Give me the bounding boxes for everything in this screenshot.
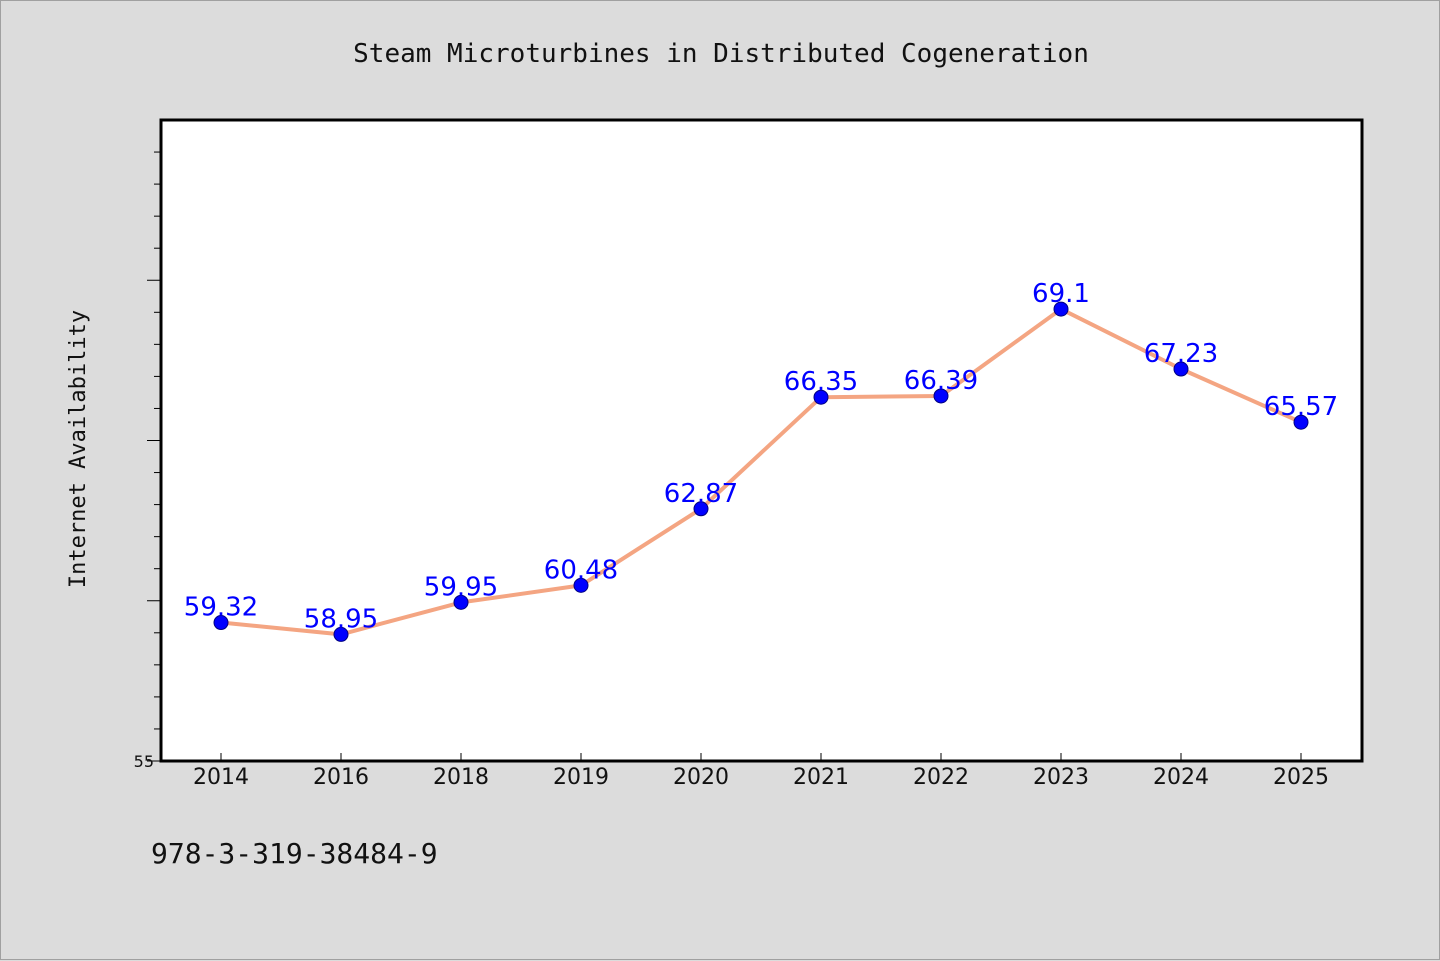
data-label: 66.35	[784, 367, 858, 397]
data-label: 58.95	[304, 604, 378, 634]
chart-title: Steam Microturbines in Distributed Cogen…	[353, 39, 1089, 69]
footer-isbn: 978-3-319-38484-9	[151, 837, 438, 870]
data-point	[813, 389, 829, 405]
y-axis-ticks: 55	[134, 151, 161, 771]
x-tick-label: 2024	[1153, 765, 1209, 790]
data-label: 69.1	[1032, 279, 1090, 309]
y-axis-label: Internet Availability	[66, 310, 91, 588]
series-line	[219, 307, 1303, 637]
x-tick-label: 2019	[553, 765, 609, 790]
data-label: 62.87	[664, 479, 738, 509]
data-point	[1053, 301, 1069, 317]
series-markers	[213, 301, 1309, 642]
data-label: 65.57	[1264, 392, 1338, 422]
x-tick-label: 2016	[313, 765, 369, 790]
x-tick-label: 2023	[1033, 765, 1089, 790]
data-point	[333, 626, 349, 642]
data-label: 60.48	[544, 555, 618, 585]
x-tick-label: 2014	[193, 765, 249, 790]
x-tick-label: 2025	[1273, 765, 1329, 790]
x-tick-label: 2018	[433, 765, 489, 790]
plot-area	[159, 118, 1364, 763]
data-point	[1173, 361, 1189, 377]
y-tick-label: 55	[134, 752, 154, 771]
x-tick-label: 2021	[793, 765, 849, 790]
data-label: 66.39	[904, 366, 978, 396]
data-label: 59.95	[424, 572, 498, 602]
data-point	[213, 615, 229, 631]
data-point	[573, 577, 589, 593]
x-axis-ticks: 2014 2016 2018 2019 2020 2021 2022 2023 2024 2025	[193, 753, 1329, 790]
x-tick-label: 2022	[913, 765, 969, 790]
data-labels: 59.32 58.95 59.95 60.48 62.87 66.35 66.39 69.1 6…	[184, 279, 1338, 634]
data-label: 59.32	[184, 593, 258, 623]
data-point	[933, 388, 949, 404]
data-label: 67.23	[1144, 339, 1218, 369]
data-point	[1293, 414, 1309, 430]
data-point	[453, 594, 469, 610]
x-tick-label: 2020	[673, 765, 729, 790]
data-point	[693, 501, 709, 517]
